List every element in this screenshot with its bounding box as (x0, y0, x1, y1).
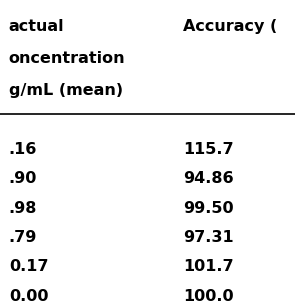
Text: 0.00: 0.00 (9, 289, 48, 301)
Text: actual: actual (9, 19, 64, 34)
Text: Accuracy (: Accuracy ( (183, 19, 278, 34)
Text: g/mL (mean): g/mL (mean) (9, 83, 123, 98)
Text: 99.50: 99.50 (183, 200, 234, 216)
Text: oncentration: oncentration (9, 51, 126, 66)
Text: .79: .79 (9, 230, 37, 245)
Text: 101.7: 101.7 (183, 259, 234, 275)
Text: .98: .98 (9, 200, 37, 216)
Text: 0.17: 0.17 (9, 259, 48, 275)
Text: .90: .90 (9, 171, 37, 186)
Text: .16: .16 (9, 142, 37, 157)
Text: 115.7: 115.7 (183, 142, 234, 157)
Text: 100.0: 100.0 (183, 289, 234, 301)
Text: 97.31: 97.31 (183, 230, 234, 245)
Text: 94.86: 94.86 (183, 171, 234, 186)
